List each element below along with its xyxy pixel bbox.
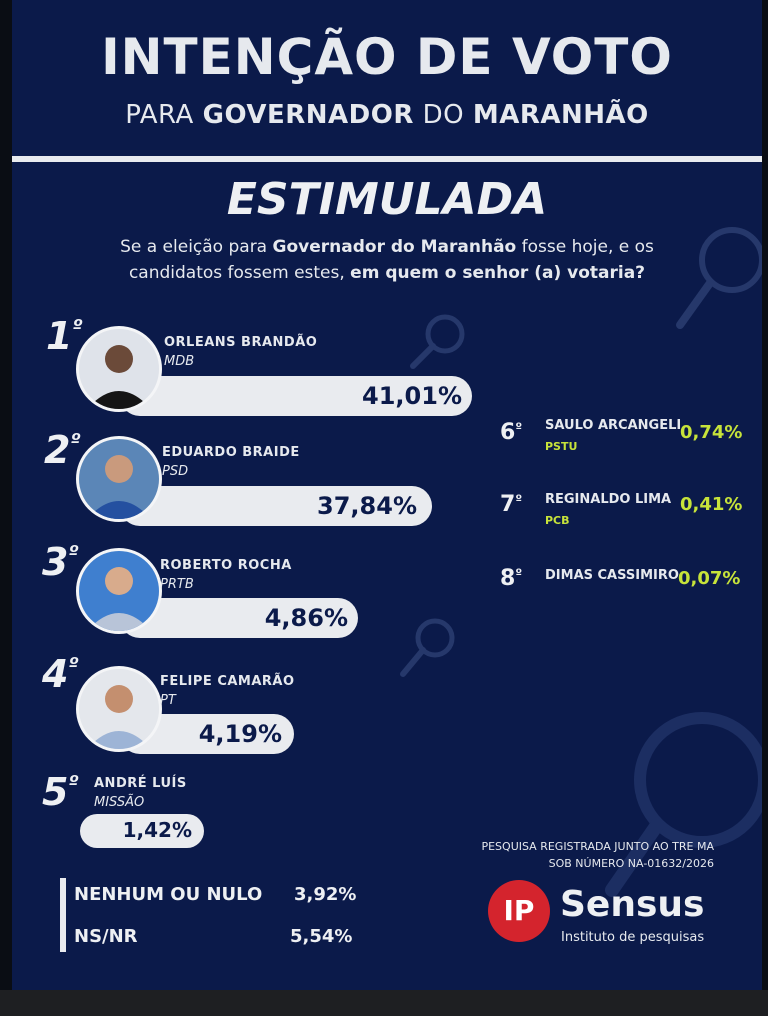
candidate-name: DIMAS CASSIMIRO (545, 568, 679, 583)
rank-1: 1º (46, 314, 83, 358)
candidate-party: MISSÃO (94, 795, 145, 810)
candidate-party: PCB (545, 514, 570, 527)
data-label-saulo-arcangeli: 0,74% (680, 422, 743, 443)
null-label: NENHUM OU NULO (74, 884, 263, 905)
avatar-orleans-brandao (76, 326, 162, 412)
bottom-bar (0, 990, 768, 1016)
rank-3: 3º (42, 540, 79, 584)
rank-4: 4º (42, 652, 79, 696)
page-title: INTENÇÃO DE VOTO (101, 28, 673, 86)
nsnr-value: 5,54% (290, 926, 353, 947)
registration-note: PESQUISA REGISTRADA JUNTO AO TRE MA SOB … (481, 840, 714, 870)
candidate-party: MDB (164, 354, 195, 369)
poll-type-label: ESTIMULADA (226, 174, 548, 225)
magnifier-icon (400, 618, 455, 677)
candidate-party: PRTB (160, 577, 194, 592)
avatar-eduardo-braide (76, 436, 162, 522)
candidate-name: EDUARDO BRAIDE (162, 445, 300, 460)
candidate-name: SAULO ARCANGELI (545, 418, 682, 433)
data-label-roberto-rocha: 4,86% (264, 604, 348, 632)
rank-8: 8º (500, 566, 523, 591)
footer-accent-line (60, 878, 66, 952)
rank-7: 7º (500, 492, 523, 517)
candidate-name: ANDRÉ LUÍS (94, 776, 187, 791)
logo-mark: IP (488, 880, 550, 942)
candidate-name: FELIPE CAMARÃO (160, 674, 295, 689)
candidate-party: PT (160, 693, 176, 708)
candidate-party: PSD (162, 464, 189, 479)
avatar-roberto-rocha (76, 548, 162, 634)
data-label-reginaldo-lima: 0,41% (680, 494, 743, 515)
data-label-orleans-brandao: 41,01% (362, 382, 462, 410)
candidate-name: ORLEANS BRANDÃO (164, 335, 318, 350)
rank-2: 2º (44, 428, 81, 472)
poll-question: Se a eleição para Governador do Maranhão… (120, 237, 654, 283)
bar-andre-luis (80, 814, 204, 848)
null-value: 3,92% (294, 884, 357, 905)
magnifier-icon (605, 712, 762, 897)
poll-poster: INTENÇÃO DE VOTO PARA GOVERNADOR DO MARA… (12, 0, 762, 990)
page-subtitle: PARA GOVERNADOR DO MARANHÃO (125, 100, 649, 130)
candidate-name: REGINALDO LIMA (545, 492, 672, 507)
header-divider (12, 156, 762, 162)
data-label-felipe-camarao: 4,19% (198, 720, 282, 748)
bar-eduardo-braide (120, 486, 432, 526)
candidate-party: PSTU (545, 440, 578, 453)
data-label-dimas-cassimiro: 0,07% (678, 568, 741, 589)
data-label-andre-luis: 1,42% (122, 818, 192, 842)
nsnr-label: NS/NR (74, 926, 138, 947)
rank-6: 6º (500, 420, 523, 445)
candidate-name: ROBERTO ROCHA (160, 558, 292, 573)
logo-tagline: Instituto de pesquisas (561, 930, 705, 945)
logo-name: Sensus (560, 884, 705, 925)
avatar-felipe-camarao (76, 666, 162, 752)
data-label-eduardo-braide: 37,84% (317, 492, 417, 520)
rank-5: 5º (42, 770, 79, 814)
magnifier-icon (410, 314, 465, 369)
magnifier-icon (676, 227, 762, 329)
bar-orleans-brandao (120, 376, 472, 416)
